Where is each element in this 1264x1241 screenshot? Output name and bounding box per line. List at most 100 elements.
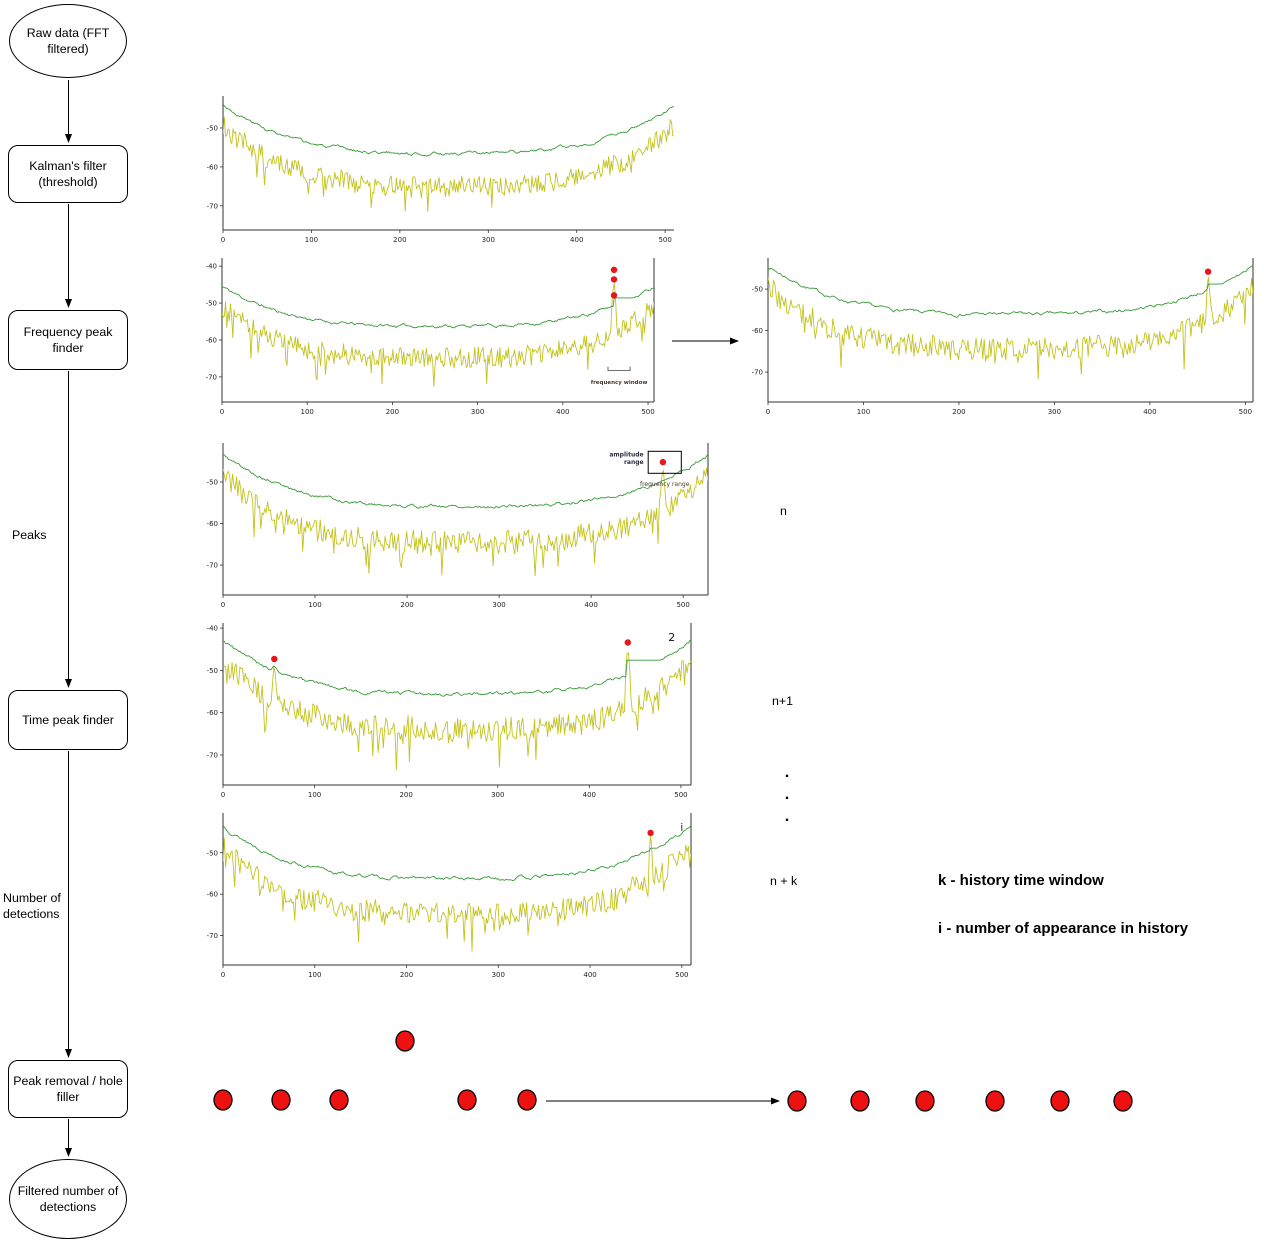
node-kalman-filter: Kalman's filter (threshold) — [8, 145, 128, 203]
x-tick-label: 400 — [1143, 408, 1156, 416]
y-tick-label: -40 — [207, 625, 218, 633]
x-tick-label: 200 — [400, 601, 413, 609]
ellipsis-dot: . — [784, 764, 790, 781]
node-frequency-peak-finder-label: Frequency peak finder — [23, 324, 113, 355]
y-tick-label: -60 — [207, 891, 218, 899]
x-tick-label: 500 — [641, 408, 654, 416]
node-time-peak-finder: Time peak finder — [8, 690, 128, 750]
peak-marker — [659, 458, 667, 466]
detection-dot-output — [1050, 1090, 1070, 1112]
y-tick-label: -70 — [206, 373, 217, 381]
frame-label-n-plus-k: n + k — [770, 874, 798, 888]
y-tick-label: -40 — [206, 263, 217, 271]
plot-frequency-peak-finder: -40 -50 -60 -70 0 100 200 300 400 500 frequency wi… — [192, 250, 662, 420]
x-tick-label: 300 — [482, 236, 495, 244]
x-tick-label: 400 — [556, 408, 569, 416]
y-tick-label: -50 — [207, 479, 218, 487]
x-tick-label: 500 — [674, 791, 687, 799]
x-tick-label: 200 — [952, 408, 965, 416]
plot-frame-n-plus-1: -40 -50 -60 -70 0 100 200 300 400 500 2 — [193, 615, 699, 803]
node-frequency-peak-finder: Frequency peak finder — [8, 310, 128, 370]
x-tick-label: 500 — [1239, 408, 1252, 416]
plot-frame-n-plus-k: -50 -60 -70 0 100 200 300 400 500 i — [193, 805, 699, 983]
plot-kalman-threshold-output: -50 -60 -70 0 100 200 300 400 500 — [193, 88, 682, 248]
x-tick-label: 0 — [220, 408, 224, 416]
frequency-window-bracket — [607, 366, 631, 371]
ellipsis-dot: . — [784, 808, 790, 825]
y-tick-label: -60 — [207, 163, 218, 171]
x-tick-label: 200 — [400, 971, 413, 979]
edge-label-peaks: Peaks — [12, 528, 47, 542]
x-tick-label: 100 — [308, 971, 321, 979]
frame-label-n-plus-1: n+1 — [772, 694, 794, 708]
x-tick-label: 200 — [399, 791, 412, 799]
y-tick-label: -50 — [207, 849, 218, 857]
x-tick-label: 0 — [766, 408, 770, 416]
spectrum-curve — [223, 116, 674, 212]
threshold-curve — [223, 454, 708, 509]
y-tick-label: -50 — [752, 286, 763, 294]
x-tick-label: 500 — [676, 601, 689, 609]
x-tick-label: 100 — [308, 791, 321, 799]
x-tick-label: 500 — [675, 971, 688, 979]
x-tick-label: 500 — [658, 236, 671, 244]
edge-label-number-of-detections: Number of detections — [3, 891, 61, 921]
y-tick-label: -70 — [752, 369, 763, 377]
plot-annotation: 2 — [668, 631, 675, 644]
peak-marker — [271, 655, 278, 663]
detection-dot-output — [985, 1090, 1005, 1112]
y-tick-label: -50 — [207, 667, 218, 675]
peak-marker — [610, 276, 618, 283]
spectrum-curve — [223, 834, 691, 952]
node-filtered-detections-label: Filtered number of detections — [17, 1183, 119, 1214]
plot-detected-peak-result: -50 -60 -70 0 100 200 300 400 500 — [738, 250, 1261, 420]
x-tick-label: 400 — [583, 791, 596, 799]
peak-range-box — [647, 450, 682, 474]
spectrum-curve — [768, 276, 1253, 380]
spectrum-chart-p5: -40 -50 -60 -70 0 100 200 300 400 500 2 — [207, 623, 692, 799]
peak-marker — [610, 292, 618, 299]
detection-dot-input — [517, 1089, 537, 1111]
plot-annotation: amplitude range — [609, 451, 643, 466]
y-tick-label: -70 — [207, 932, 218, 940]
y-tick-label: -60 — [207, 709, 218, 717]
threshold-curve — [223, 103, 674, 157]
node-peak-removal-label: Peak removal / hole filler — [13, 1073, 123, 1104]
x-tick-label: 100 — [301, 408, 314, 416]
x-tick-label: 0 — [221, 971, 225, 979]
detection-dot-outlier — [395, 1030, 415, 1052]
definition-i-appearances: i - number of appearance in history — [938, 920, 1189, 937]
plot-annotation: i — [680, 821, 683, 834]
x-tick-label: 0 — [221, 791, 225, 799]
x-tick-label: 200 — [393, 236, 406, 244]
x-tick-label: 300 — [471, 408, 484, 416]
ellipsis-dot: . — [784, 786, 790, 803]
detection-dot-input — [457, 1089, 477, 1111]
peak-marker — [647, 829, 654, 837]
node-raw-data: Raw data (FFT filtered) — [9, 4, 127, 78]
frame-label-n: n — [780, 504, 787, 518]
x-tick-label: 0 — [221, 601, 225, 609]
node-time-peak-finder-label: Time peak finder — [22, 712, 114, 727]
spectrum-curve — [223, 467, 708, 577]
x-tick-label: 300 — [491, 791, 504, 799]
y-tick-label: -60 — [206, 336, 217, 344]
spectrum-chart-p2: -40 -50 -60 -70 0 100 200 300 400 500 frequency wi… — [206, 258, 655, 416]
threshold-curve — [223, 639, 691, 697]
x-tick-label: 100 — [308, 601, 321, 609]
x-tick-label: 300 — [492, 971, 505, 979]
peak-marker — [1204, 268, 1212, 275]
ellipsis-dots: . . . — [781, 762, 793, 828]
spectrum-chart-p4: -50 -60 -70 0 100 200 300 400 500 amplitude range f… — [207, 443, 709, 609]
node-kalman-filter-label: Kalman's filter (threshold) — [29, 158, 107, 189]
x-tick-label: 300 — [492, 601, 505, 609]
y-tick-label: -70 — [207, 751, 218, 759]
y-tick-label: -70 — [207, 562, 218, 570]
detection-dot-output — [787, 1090, 807, 1112]
x-tick-label: 100 — [857, 408, 870, 416]
threshold-curve — [222, 286, 654, 329]
y-tick-label: -50 — [206, 300, 217, 308]
detection-dot-output — [850, 1090, 870, 1112]
spectrum-curve — [222, 282, 654, 388]
